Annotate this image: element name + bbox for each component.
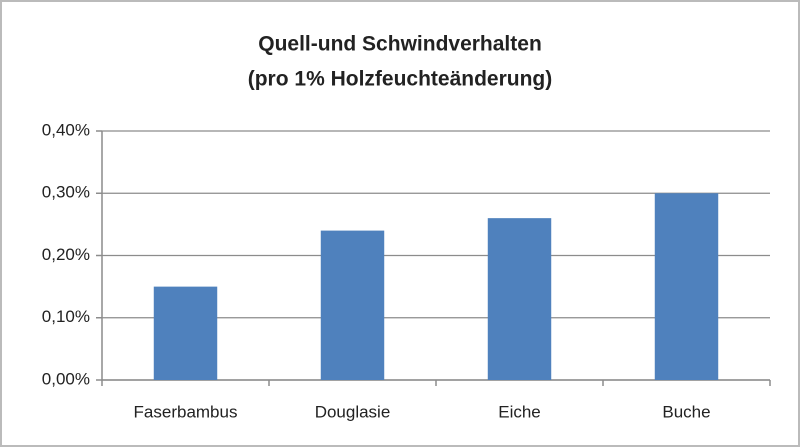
y-tick-label: 0,30% bbox=[42, 183, 90, 202]
bar bbox=[654, 193, 719, 380]
y-tick-label: 0,00% bbox=[42, 369, 90, 388]
x-tick-label: Buche bbox=[662, 402, 710, 421]
bar bbox=[320, 230, 385, 380]
y-tick-label: 0,40% bbox=[42, 120, 90, 139]
chart-title: Quell-und Schwindverhalten bbox=[258, 33, 542, 56]
x-tick-label: Faserbambus bbox=[134, 402, 238, 421]
y-tick-label: 0,20% bbox=[42, 245, 90, 264]
x-tick-label: Eiche bbox=[498, 402, 541, 421]
y-tick-label: 0,10% bbox=[42, 307, 90, 326]
bar bbox=[487, 218, 552, 380]
x-tick-label: Douglasie bbox=[315, 402, 391, 421]
bar bbox=[153, 286, 218, 380]
chart-subtitle: (pro 1% Holzfeuchteänderung) bbox=[248, 68, 553, 91]
